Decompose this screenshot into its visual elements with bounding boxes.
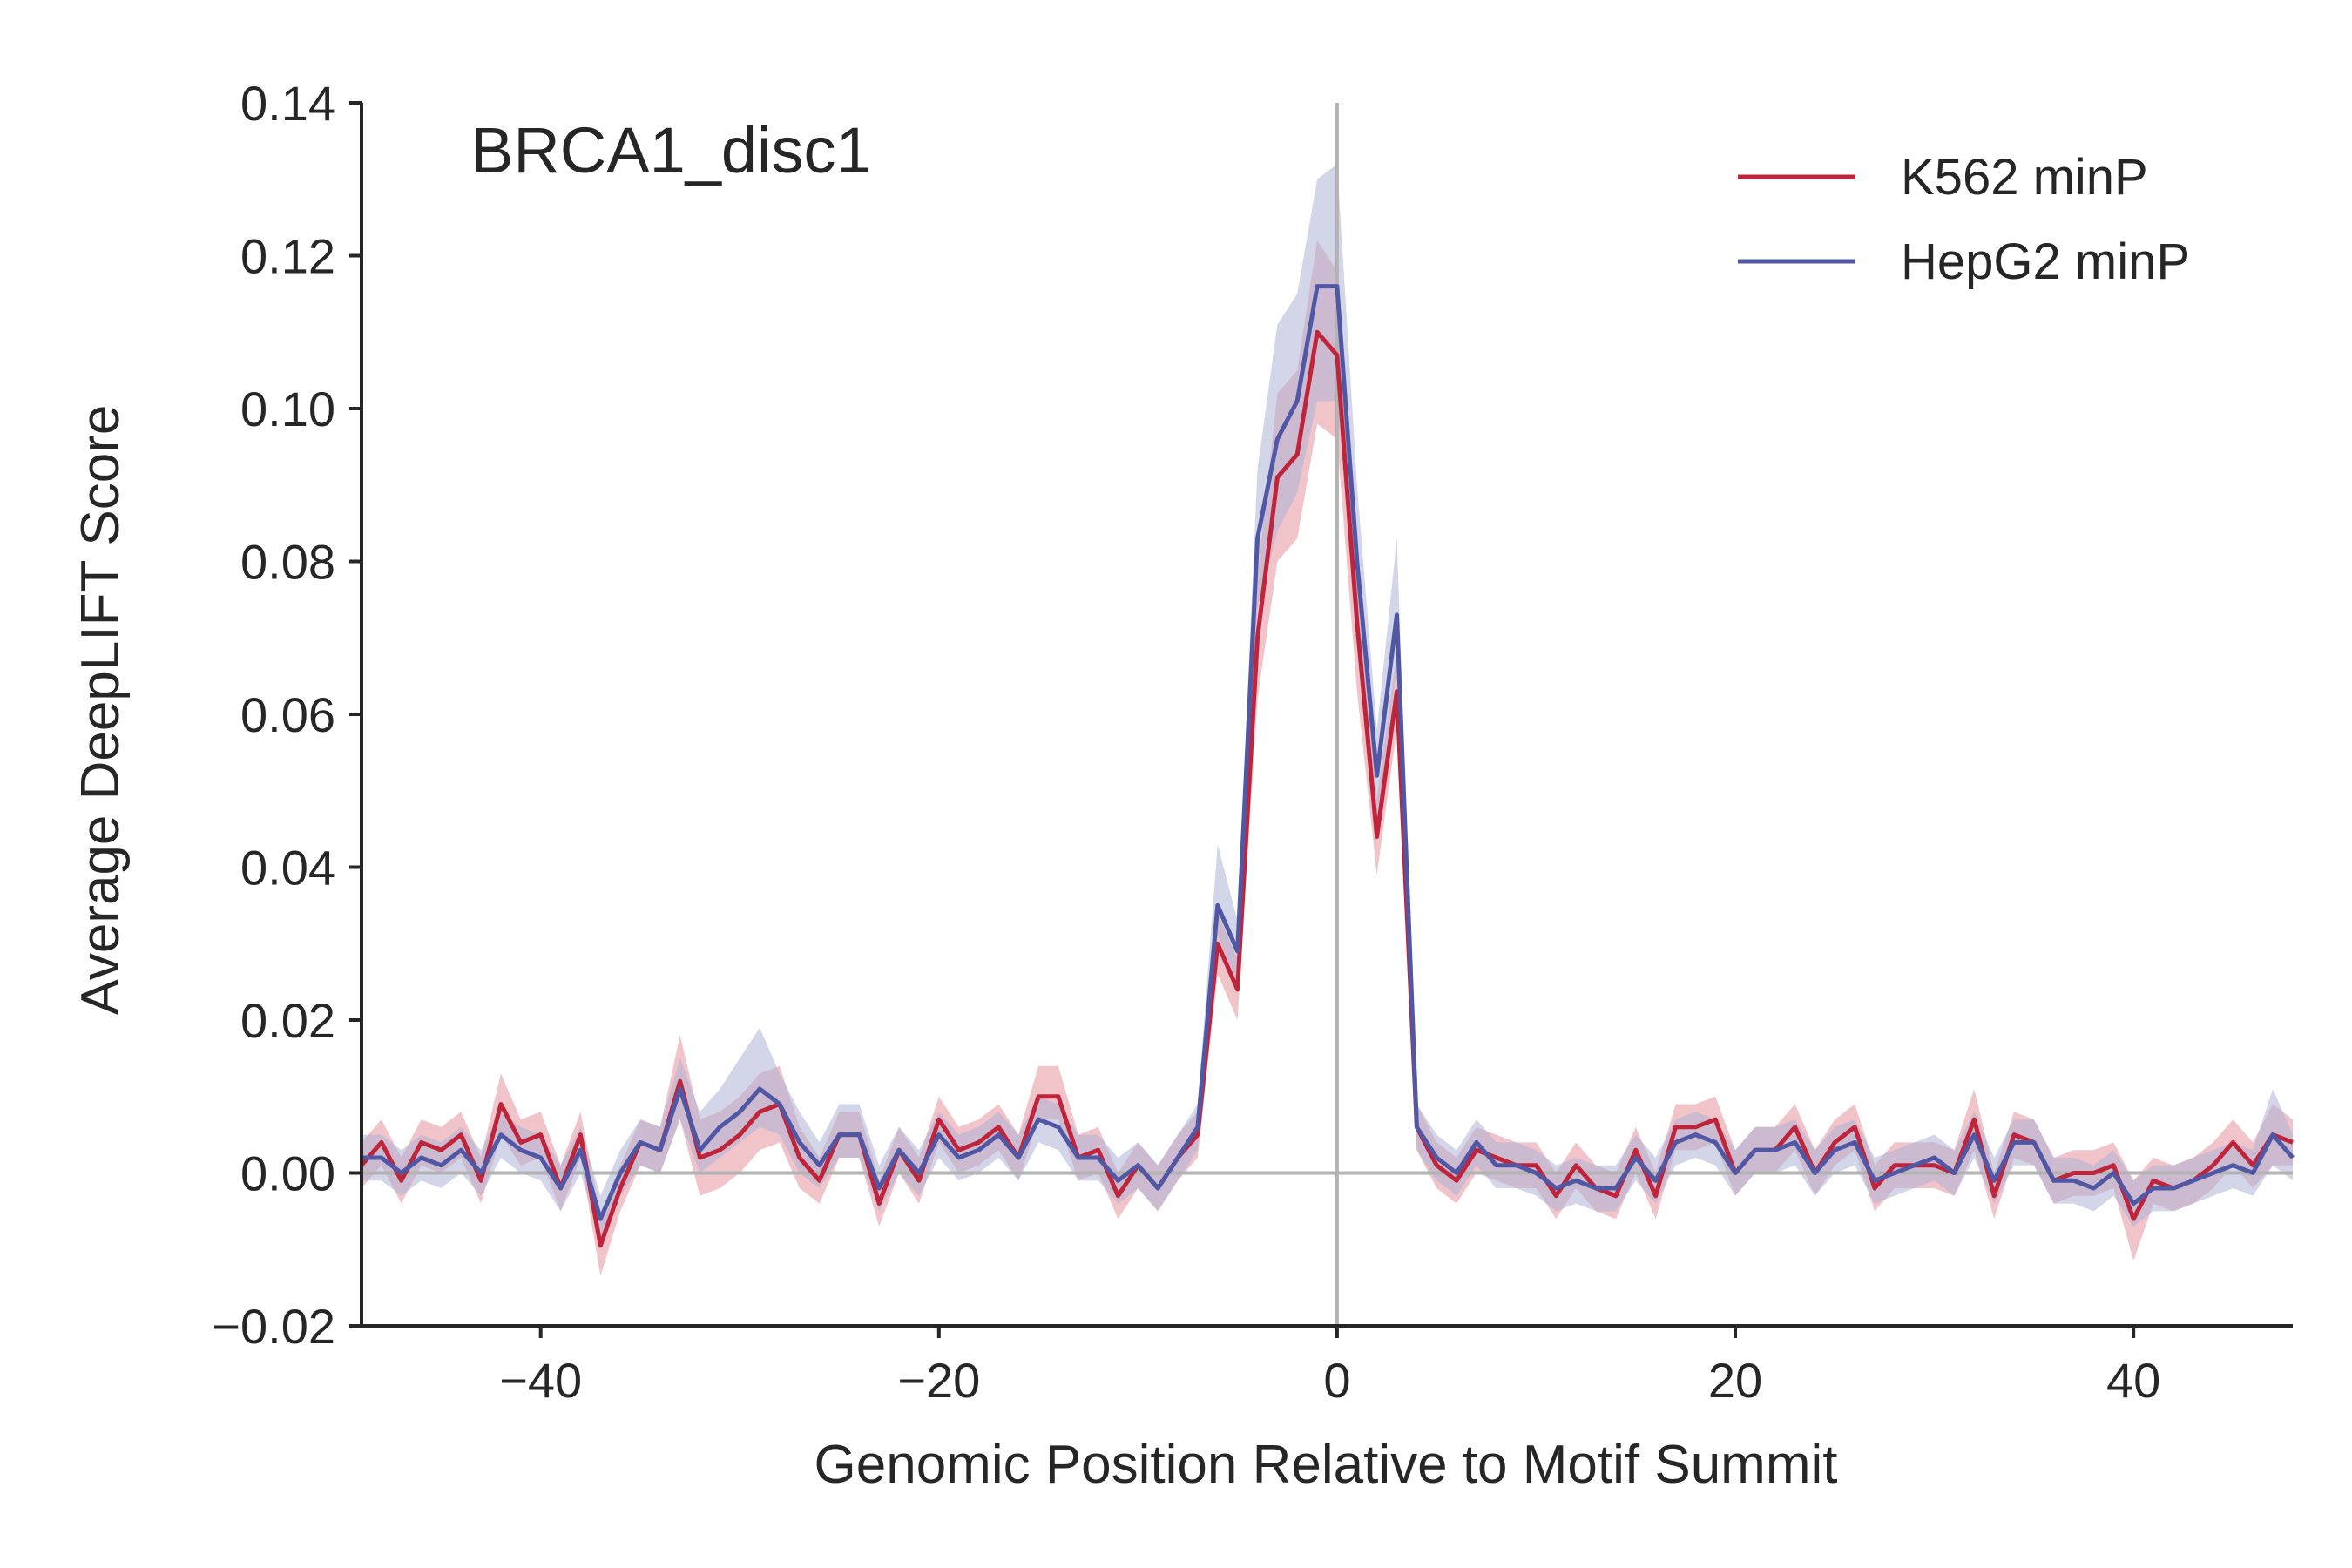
y-tick-label: 0.08 [240,535,335,590]
x-tick-label: 40 [2106,1353,2160,1408]
y-tick-label: 0.14 [240,76,335,131]
y-tick-label: 0.12 [240,229,335,284]
x-tick-label: 0 [1323,1353,1350,1408]
legend: K562 minP HepG2 minP [1738,149,2190,290]
series-line-k562-minp [360,329,2294,1248]
x-axis-label: Genomic Position Relative to Motif Summi… [814,1435,1838,1495]
y-tick-label: 0.10 [240,382,335,436]
legend-label-hepg2: HepG2 minP [1901,233,2190,290]
series-lines [360,284,2295,1248]
y-tick-label: 0.04 [240,841,335,896]
y-axis-label: Average DeepLIFT Score [71,405,131,1016]
legend-label-k562: K562 minP [1901,149,2148,206]
x-tick-label: 20 [1708,1353,1762,1408]
y-tick-label: 0.02 [240,993,335,1048]
chart-title: BRCA1_disc1 [470,114,872,186]
series-line-hepg2-minp [362,284,2295,1221]
confidence-bands [362,164,2293,1276]
x-tick-label: −40 [499,1353,582,1408]
x-ticks: −40 −20 0 20 40 [499,1326,2160,1408]
y-tick-label: −0.02 [212,1299,335,1354]
y-tick-label: 0.06 [240,687,335,742]
y-ticks: −0.02 0.00 0.02 0.04 0.06 0.08 0.10 0.12 0.14 [212,76,362,1354]
x-tick-label: −20 [897,1353,980,1408]
y-tick-label: 0.00 [240,1146,335,1201]
band-hepg2-minp [362,164,2293,1242]
